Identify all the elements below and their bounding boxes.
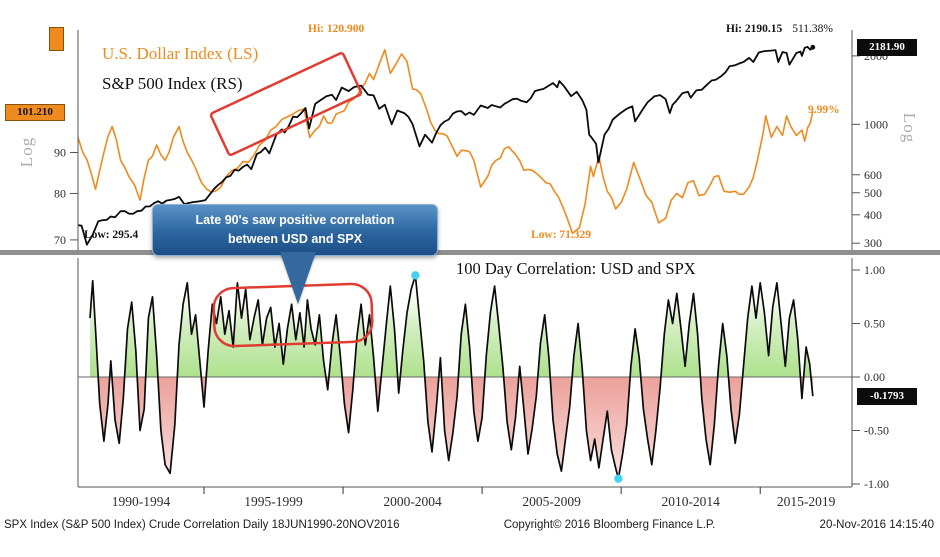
svg-text:0.50: 0.50 bbox=[864, 317, 885, 331]
footer-bar: SPX Index (S&P 500 Index) Crude Correlat… bbox=[0, 519, 940, 531]
correlation-last-value-box: -0.1793 bbox=[857, 388, 917, 405]
late90s-price-highlight-box bbox=[209, 52, 363, 156]
footer-timestamp: 20-Nov-2016 14:15:40 bbox=[819, 519, 934, 531]
usd-low-annotation: Low: 71.329 bbox=[531, 229, 592, 241]
correlation-plot bbox=[78, 271, 852, 483]
callout-line2: between USD and SPX bbox=[227, 232, 363, 246]
svg-text:2005-2009: 2005-2009 bbox=[522, 494, 581, 509]
spx-pct-change-annotation: 511.38% bbox=[792, 23, 834, 35]
svg-text:400: 400 bbox=[864, 208, 882, 222]
usd-last-value-box: 101.210 bbox=[5, 104, 65, 121]
svg-text:2000-2004: 2000-2004 bbox=[383, 494, 442, 509]
usd-pct-change-annotation: 9.99% bbox=[808, 104, 840, 116]
spx-low-annotation: Low: 295.4 bbox=[84, 229, 139, 241]
right-log-scale-label: Log bbox=[900, 112, 920, 144]
extreme-marker-dot bbox=[614, 474, 623, 483]
correlation-panel-title: 100 Day Correlation: USD and SPX bbox=[456, 259, 696, 278]
extreme-marker-dot bbox=[411, 271, 420, 280]
svg-text:1995-1999: 1995-1999 bbox=[244, 494, 303, 509]
svg-text:70: 70 bbox=[54, 233, 66, 247]
svg-text:2015-2019: 2015-2019 bbox=[777, 494, 836, 509]
spx-high-annotation-group: Hi: 2190.15 511.38% bbox=[726, 23, 833, 35]
svg-text:90: 90 bbox=[54, 146, 66, 160]
legend-usd-label: U.S. Dollar Index (LS) bbox=[102, 44, 259, 63]
footer-security-info: SPX Index (S&P 500 Index) Crude Correlat… bbox=[4, 519, 400, 531]
usd-high-annotation: Hi: 120.900 bbox=[308, 23, 365, 35]
correlation-callout: Late 90's saw positive correlation betwe… bbox=[152, 204, 438, 256]
spx-high-annotation: Hi: 2190.15 bbox=[726, 23, 783, 35]
callout-down-arrow-icon bbox=[280, 252, 316, 304]
svg-text:600: 600 bbox=[864, 168, 882, 182]
svg-text:0.00: 0.00 bbox=[864, 370, 885, 384]
svg-text:2010-2014: 2010-2014 bbox=[661, 494, 720, 509]
spx-last-point-dot bbox=[810, 44, 816, 50]
svg-text:1.00: 1.00 bbox=[864, 263, 885, 277]
svg-text:80: 80 bbox=[54, 186, 66, 200]
spx-index-line bbox=[77, 46, 814, 246]
svg-text:300: 300 bbox=[864, 236, 882, 250]
negative-correlation-fill bbox=[90, 377, 813, 479]
left-log-scale-label: Log bbox=[17, 136, 37, 168]
svg-text:500: 500 bbox=[864, 186, 882, 200]
callout-line1: Late 90's saw positive correlation bbox=[195, 212, 395, 227]
price-plot bbox=[77, 44, 816, 246]
legend-spx-label: S&P 500 Index (RS) bbox=[102, 74, 243, 93]
correlation-line bbox=[89, 274, 814, 480]
footer-copyright: Copyright© 2016 Bloomberg Finance L.P. bbox=[503, 519, 716, 531]
axes: 908070200010006005004003001.000.500.00-0… bbox=[54, 30, 889, 509]
svg-text:1000: 1000 bbox=[864, 117, 888, 131]
svg-text:-1.00: -1.00 bbox=[864, 477, 889, 491]
left-axis-flag bbox=[49, 27, 64, 51]
usd-index-line bbox=[77, 49, 814, 235]
spx-last-value-box: 2181.90 bbox=[857, 39, 917, 56]
panel-divider bbox=[0, 250, 940, 255]
svg-text:1990-1994: 1990-1994 bbox=[112, 494, 171, 509]
svg-text:-0.50: -0.50 bbox=[864, 424, 889, 438]
